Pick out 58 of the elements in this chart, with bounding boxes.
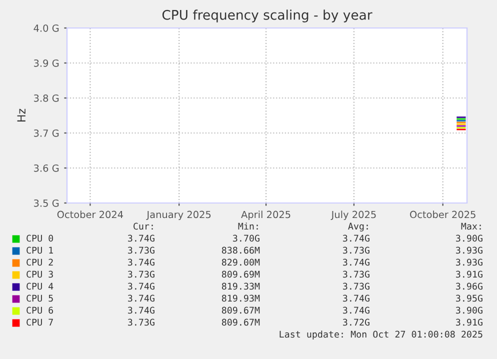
text: 3.74G	[128, 282, 154, 290]
x-tick-label: October 2024	[57, 210, 124, 218]
y-tick-label: 3.6 G	[34, 164, 59, 172]
text: 3.74G	[343, 306, 370, 314]
x-tick-label: October 2025	[410, 210, 476, 218]
text: 3.73G	[343, 270, 370, 278]
text: 3.74G	[128, 258, 154, 266]
text: 3.93G	[456, 258, 482, 266]
text: 3.74G	[128, 234, 154, 242]
text: 3.74G	[343, 258, 370, 266]
text: 809.67M	[222, 318, 260, 326]
legend-label: CPU 3	[26, 270, 53, 278]
text: 3.91G	[456, 318, 482, 326]
text: 829.00M	[222, 258, 260, 266]
text: 3.96G	[456, 282, 482, 290]
text: 3.73G	[128, 270, 154, 278]
text: 3.70G	[233, 234, 260, 242]
text: 838.66M	[222, 246, 260, 254]
text: 3.73G	[343, 246, 370, 254]
legend-label: CPU 0	[26, 234, 53, 242]
text: 3.73G	[128, 246, 154, 254]
text: Last update: Mon Oct 27 01:00:08 2025	[280, 330, 482, 340]
text: 3.95G	[456, 294, 482, 302]
y-axis-title: Hz	[17, 108, 26, 122]
text: 3.90G	[456, 234, 482, 242]
text: 3.90G	[456, 306, 482, 314]
text: 3.74G	[128, 306, 154, 314]
text: 3.74G	[343, 234, 370, 242]
text: 3.73G	[343, 282, 370, 290]
x-tick-label: January 2025	[146, 210, 211, 220]
y-tick-label: 3.9 G	[34, 59, 59, 67]
legend-label: CPU 6	[26, 306, 53, 314]
text: 809.69M	[222, 270, 260, 278]
text: Cur:	[134, 222, 153, 230]
legend-label: CPU 7	[26, 318, 53, 326]
text: Avg:	[348, 222, 368, 232]
text: 3.74G	[128, 294, 154, 302]
text: 819.93M	[222, 294, 260, 302]
y-tick-label: 3.8 G	[34, 94, 59, 102]
text: 3.73G	[128, 318, 154, 326]
legend-label: CPU 4	[26, 282, 54, 290]
y-tick-label: 4.0 G	[34, 24, 59, 32]
legend-label: CPU 2	[26, 258, 53, 266]
legend-label: CPU 5	[26, 294, 53, 302]
text: 819.33M	[222, 282, 260, 290]
text: 809.67M	[222, 306, 260, 314]
x-tick-label: July 2025	[330, 210, 376, 220]
text: 3.93G	[456, 246, 482, 254]
text: 3.72G	[343, 318, 370, 326]
text: 3.91G	[456, 270, 482, 278]
y-tick-label: 3.7 G	[34, 129, 59, 137]
y-tick-label: 3.5 G	[34, 199, 59, 207]
chart-title: CPU frequency scaling - by year	[162, 10, 372, 22]
legend-label: CPU 1	[26, 246, 53, 254]
text: Max:	[461, 222, 481, 230]
text: Min:	[238, 222, 258, 230]
x-tick-label: April 2025	[241, 210, 290, 220]
text: 3.74G	[343, 294, 370, 302]
